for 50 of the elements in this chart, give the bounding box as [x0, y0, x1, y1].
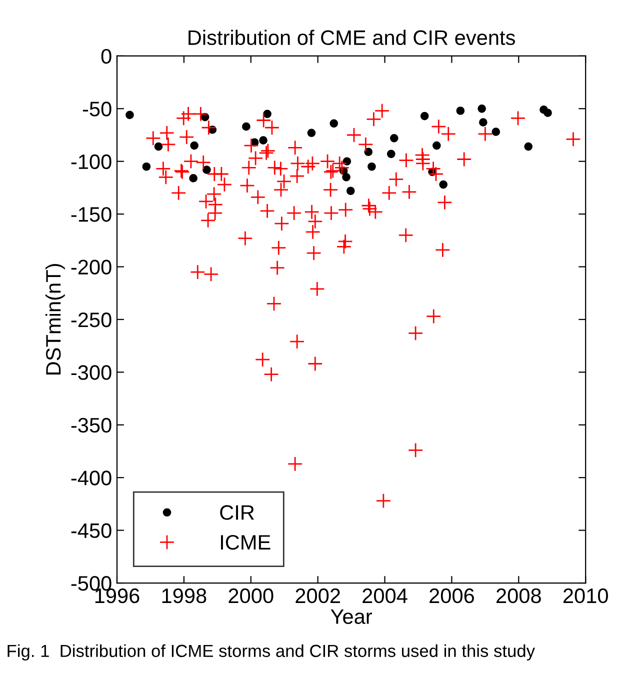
legend-label: CIR [220, 505, 254, 520]
point [432, 141, 441, 150]
y-tick-label: -300 [71, 365, 112, 380]
point [242, 122, 250, 131]
y-tick-label: -450 [71, 523, 112, 538]
point [524, 142, 533, 151]
point [492, 128, 500, 136]
x-tick-label: 2006 [430, 588, 474, 604]
point [189, 174, 198, 182]
point [346, 186, 355, 196]
point [330, 119, 338, 128]
y-tick-label: -200 [71, 260, 112, 275]
point [386, 150, 396, 158]
point [142, 162, 151, 171]
y-tick-label: -350 [71, 418, 112, 433]
y-tick-label: -100 [71, 154, 112, 170]
point [202, 166, 211, 174]
x-tick-label: 2004 [362, 588, 408, 604]
caption: Fig. 1 Distribution of ICME storms and CIR storms used in this study [8, 644, 535, 661]
y-tick-label: -150 [71, 207, 112, 222]
x-tick-label: 2000 [228, 588, 274, 604]
point [126, 110, 134, 120]
point [544, 108, 552, 118]
legend-label: ICME [221, 534, 270, 550]
point [420, 112, 429, 120]
point [439, 180, 448, 189]
point [364, 148, 373, 156]
point [190, 141, 198, 150]
point [342, 173, 350, 182]
y-tick-label: -50 [82, 102, 112, 116]
point [368, 162, 376, 171]
x-tick-label: 2002 [296, 588, 340, 604]
point [259, 136, 268, 144]
point [342, 157, 352, 166]
x-axis-title: Year [330, 609, 372, 624]
point [456, 106, 465, 115]
y-tick-label: 0 [101, 48, 112, 64]
y-axis-title: DSTmin(nT) [45, 264, 65, 374]
chart-title: Distribution of CME and CIR events [188, 30, 515, 46]
point [478, 104, 486, 113]
x-tick-label: 2008 [496, 588, 541, 604]
x-tick-label: 2010 [563, 588, 608, 604]
point [307, 128, 316, 138]
y-tick-label: -400 [71, 470, 112, 486]
x-tick-label: 1998 [162, 588, 206, 604]
y-tick-label: -250 [71, 312, 112, 328]
point [154, 142, 163, 151]
point [390, 134, 398, 142]
point [263, 110, 272, 118]
point [479, 118, 488, 127]
